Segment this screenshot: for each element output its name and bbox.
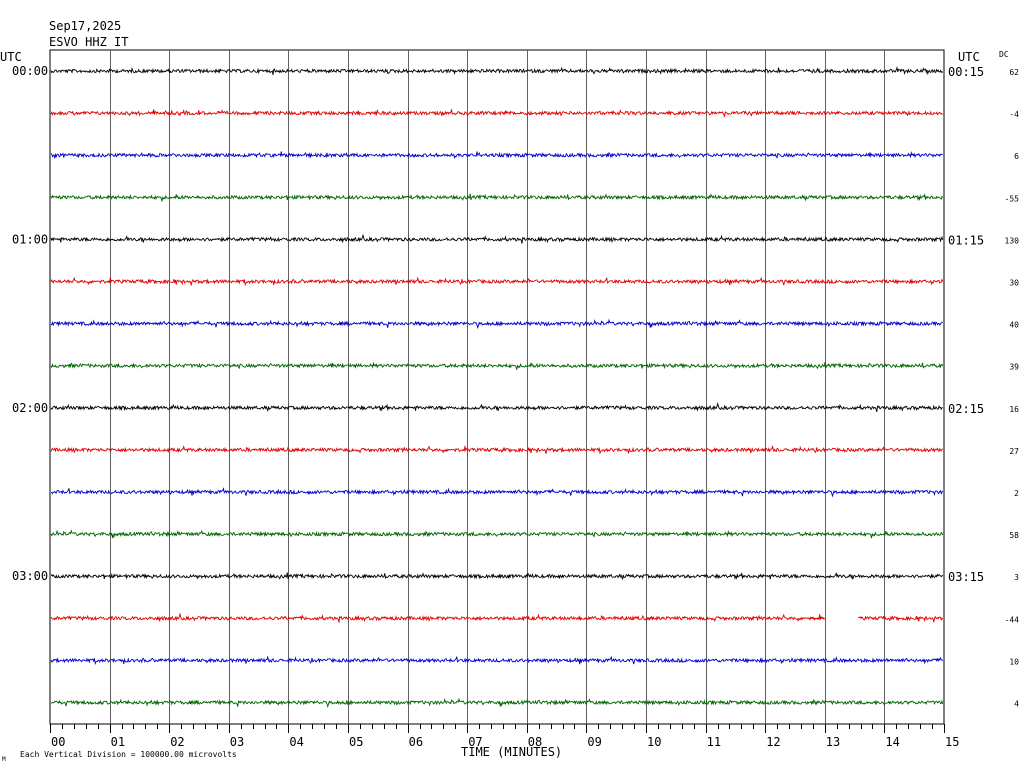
- trace-row: [50, 444, 944, 455]
- dc-offset-label: 58: [1009, 531, 1019, 540]
- x-tick-label: 02: [170, 735, 184, 749]
- x-tick-label: 11: [707, 735, 721, 749]
- dc-offset-label: 62: [1009, 68, 1019, 77]
- date-label: Sep17,2025: [49, 19, 122, 33]
- x-tick-label: 05: [349, 735, 363, 749]
- trace-row: [50, 571, 944, 581]
- dc-offset-label: 10: [1009, 657, 1019, 666]
- x-tick-label: 09: [587, 735, 601, 749]
- x-tick-label: 12: [766, 735, 780, 749]
- station-label: ESVO HHZ IT: [49, 35, 129, 49]
- x-tick-label: 14: [885, 735, 899, 749]
- dc-column-label: DC: [999, 50, 1009, 59]
- row-end-time-label: 00:15: [948, 65, 984, 79]
- trace-row: [50, 192, 944, 202]
- trace-row: [50, 318, 943, 330]
- trace-row: [50, 487, 944, 498]
- trace-row: [50, 612, 944, 623]
- x-tick-label: 06: [409, 735, 423, 749]
- dc-offset-label: -4: [1009, 110, 1019, 119]
- x-tick-label: 08: [528, 735, 542, 749]
- x-tick-label: 13: [826, 735, 840, 749]
- dc-offset-label: 4: [1014, 700, 1019, 709]
- trace-row: [50, 108, 943, 117]
- trace-row: [50, 697, 944, 708]
- corner-mark: M: [2, 756, 6, 763]
- dc-offset-label: 16: [1009, 405, 1019, 414]
- row-start-time-label: 02:00: [12, 401, 48, 415]
- row-start-time-label: 00:00: [12, 64, 48, 78]
- row-start-time-label: 03:00: [12, 569, 48, 583]
- x-tick-label: 10: [647, 735, 661, 749]
- trace-row: [50, 66, 944, 76]
- scale-note: Each Vertical Division = 100000.00 micro…: [20, 750, 237, 759]
- trace-row: [50, 276, 944, 287]
- trace-row: [50, 401, 943, 413]
- dc-offset-label: 6: [1014, 152, 1019, 161]
- dc-offset-label: 3: [1014, 573, 1019, 582]
- dc-offset-label: -44: [1005, 615, 1020, 624]
- x-tick-label: 00: [51, 735, 65, 749]
- trace-row: [50, 233, 944, 244]
- row-start-time-label: 01:00: [12, 232, 48, 246]
- trace-row: [50, 529, 944, 539]
- dc-offset-label: 30: [1009, 279, 1019, 288]
- left-utc-label: UTC: [0, 50, 22, 64]
- row-end-time-label: 03:15: [948, 570, 984, 584]
- x-tick-label: 15: [945, 735, 959, 749]
- row-end-time-label: 01:15: [948, 233, 984, 247]
- plot-frame: [49, 49, 945, 725]
- x-tick-label: 07: [468, 735, 482, 749]
- row-end-time-label: 02:15: [948, 402, 984, 416]
- dc-offset-label: 39: [1009, 363, 1019, 372]
- dc-offset-label: 130: [1005, 236, 1020, 245]
- right-utc-label: UTC: [958, 50, 980, 64]
- dc-offset-label: 2: [1014, 489, 1019, 498]
- x-tick-label: 03: [230, 735, 244, 749]
- trace-row: [50, 655, 944, 666]
- trace-row: [50, 150, 943, 160]
- dc-offset-label: -55: [1005, 194, 1020, 203]
- x-tick-label: 04: [289, 735, 303, 749]
- trace-row: [50, 361, 944, 370]
- x-axis-title: TIME (MINUTES): [461, 745, 563, 759]
- dc-offset-label: 27: [1009, 447, 1019, 456]
- x-tick-label: 01: [111, 735, 125, 749]
- dc-offset-label: 40: [1009, 321, 1019, 330]
